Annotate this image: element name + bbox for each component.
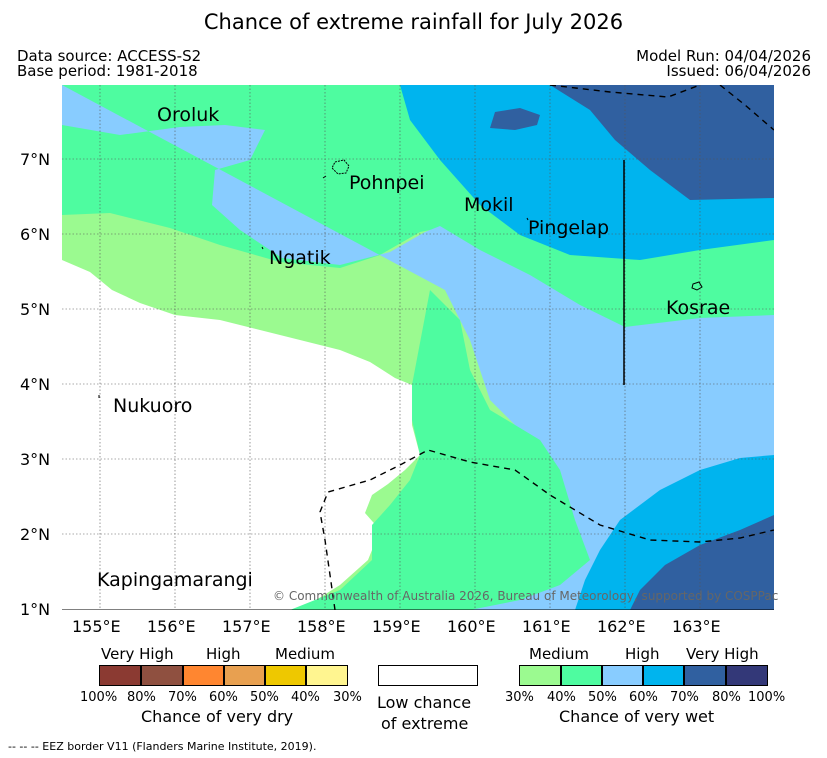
lat-label: 7°N <box>20 150 51 169</box>
place-label: Oroluk <box>157 104 220 126</box>
pohnpei-island-icon <box>331 159 350 175</box>
dry-tick: 60% <box>209 690 238 705</box>
lon-label: 163°E <box>672 617 721 636</box>
lon-label: 157°E <box>222 617 271 636</box>
islet-icon <box>322 175 327 179</box>
base-period: Base period: 1981-2018 <box>17 62 198 80</box>
legend-swatch-wet <box>602 665 643 686</box>
wet-tick: 40% <box>547 690 576 705</box>
lon-label: 161°E <box>522 617 571 636</box>
low-caption-1: Low chance <box>377 693 472 712</box>
legend-swatch-dry <box>141 665 183 686</box>
legend-swatch-dry <box>306 665 348 686</box>
dry-tick: 30% <box>333 690 362 705</box>
place-label: Pohnpei <box>349 172 425 194</box>
legend-swatch-low <box>378 665 478 686</box>
wet-tick: 70% <box>670 690 699 705</box>
zone-40-50-south <box>290 290 590 610</box>
legend-swatch-dry <box>183 665 224 686</box>
rainfall-map <box>62 85 774 610</box>
legend-swatch-wet <box>643 665 684 686</box>
wet-tick: 50% <box>588 690 617 705</box>
dry-caption: Chance of very dry <box>141 707 294 726</box>
legend-swatch-wet <box>561 665 602 686</box>
wet-tick: 60% <box>629 690 658 705</box>
lon-label: 156°E <box>147 617 196 636</box>
low-caption-2: of extreme <box>381 714 469 733</box>
lon-label: 160°E <box>447 617 496 636</box>
legend-swatch-dry <box>224 665 265 686</box>
legend-swatch-wet <box>684 665 726 686</box>
legend-swatch-wet <box>726 665 768 686</box>
wet-tick: 100% <box>748 690 786 705</box>
dry-tick: 70% <box>168 690 197 705</box>
place-label: Kosrae <box>666 297 731 319</box>
legend-swatch-dry <box>99 665 141 686</box>
dry-tick: 80% <box>127 690 156 705</box>
place-label: Ngatik <box>269 247 331 269</box>
lon-label: 159°E <box>372 617 421 636</box>
copyright: © Commonwealth of Australia 2026, Bureau… <box>273 589 779 603</box>
ngatik-islet-icon <box>261 246 264 250</box>
zone-50-60 <box>62 85 774 610</box>
data-source: Data source: ACCESS-S2 <box>17 47 202 65</box>
place-label: Pingelap <box>528 217 610 239</box>
lon-label: 162°E <box>597 617 646 636</box>
lat-label: 5°N <box>20 300 51 319</box>
grid <box>62 85 774 610</box>
dry-header: Medium <box>275 645 335 663</box>
zone-70-80-south <box>630 515 774 610</box>
dry-header: Very High <box>101 645 174 663</box>
lat-label: 4°N <box>20 375 51 394</box>
dry-header: High <box>206 645 241 663</box>
pingelap-islet-icon <box>526 217 529 221</box>
zone-low <box>62 260 420 610</box>
model-run: Model Run: 04/04/2026 <box>636 47 811 65</box>
eez-border <box>319 85 774 610</box>
zone-70-80 <box>550 85 774 200</box>
wet-caption: Chance of very wet <box>559 707 715 726</box>
wet-header: High <box>625 645 660 663</box>
lat-label: 3°N <box>20 450 51 469</box>
lon-label: 158°E <box>297 617 346 636</box>
legend-swatch-dry <box>265 665 306 686</box>
map-title: Chance of extreme rainfall for July 2026 <box>203 10 624 34</box>
dry-tick: 40% <box>291 690 320 705</box>
place-label: Kapingamarangi <box>97 569 253 591</box>
footnote: -- -- -- EEZ border V11 (Flanders Marine… <box>8 740 317 753</box>
place-label: Mokil <box>464 194 514 216</box>
lon-label: 155°E <box>72 617 121 636</box>
kosrae-island-icon <box>691 281 703 291</box>
place-label: Nukuoro <box>113 395 193 417</box>
wet-tick: 80% <box>712 690 741 705</box>
dry-tick: 100% <box>80 690 118 705</box>
lat-label: 1°N <box>20 600 51 619</box>
wet-tick: 30% <box>505 690 534 705</box>
zone-70-80-blob <box>490 108 540 130</box>
issued-date: Issued: 06/04/2026 <box>666 62 811 80</box>
wet-header: Medium <box>529 645 589 663</box>
legend-swatch-wet <box>519 665 561 686</box>
lat-label: 6°N <box>20 225 51 244</box>
dry-tick: 50% <box>250 690 279 705</box>
wet-header: Very High <box>686 645 759 663</box>
lat-label: 2°N <box>20 525 51 544</box>
